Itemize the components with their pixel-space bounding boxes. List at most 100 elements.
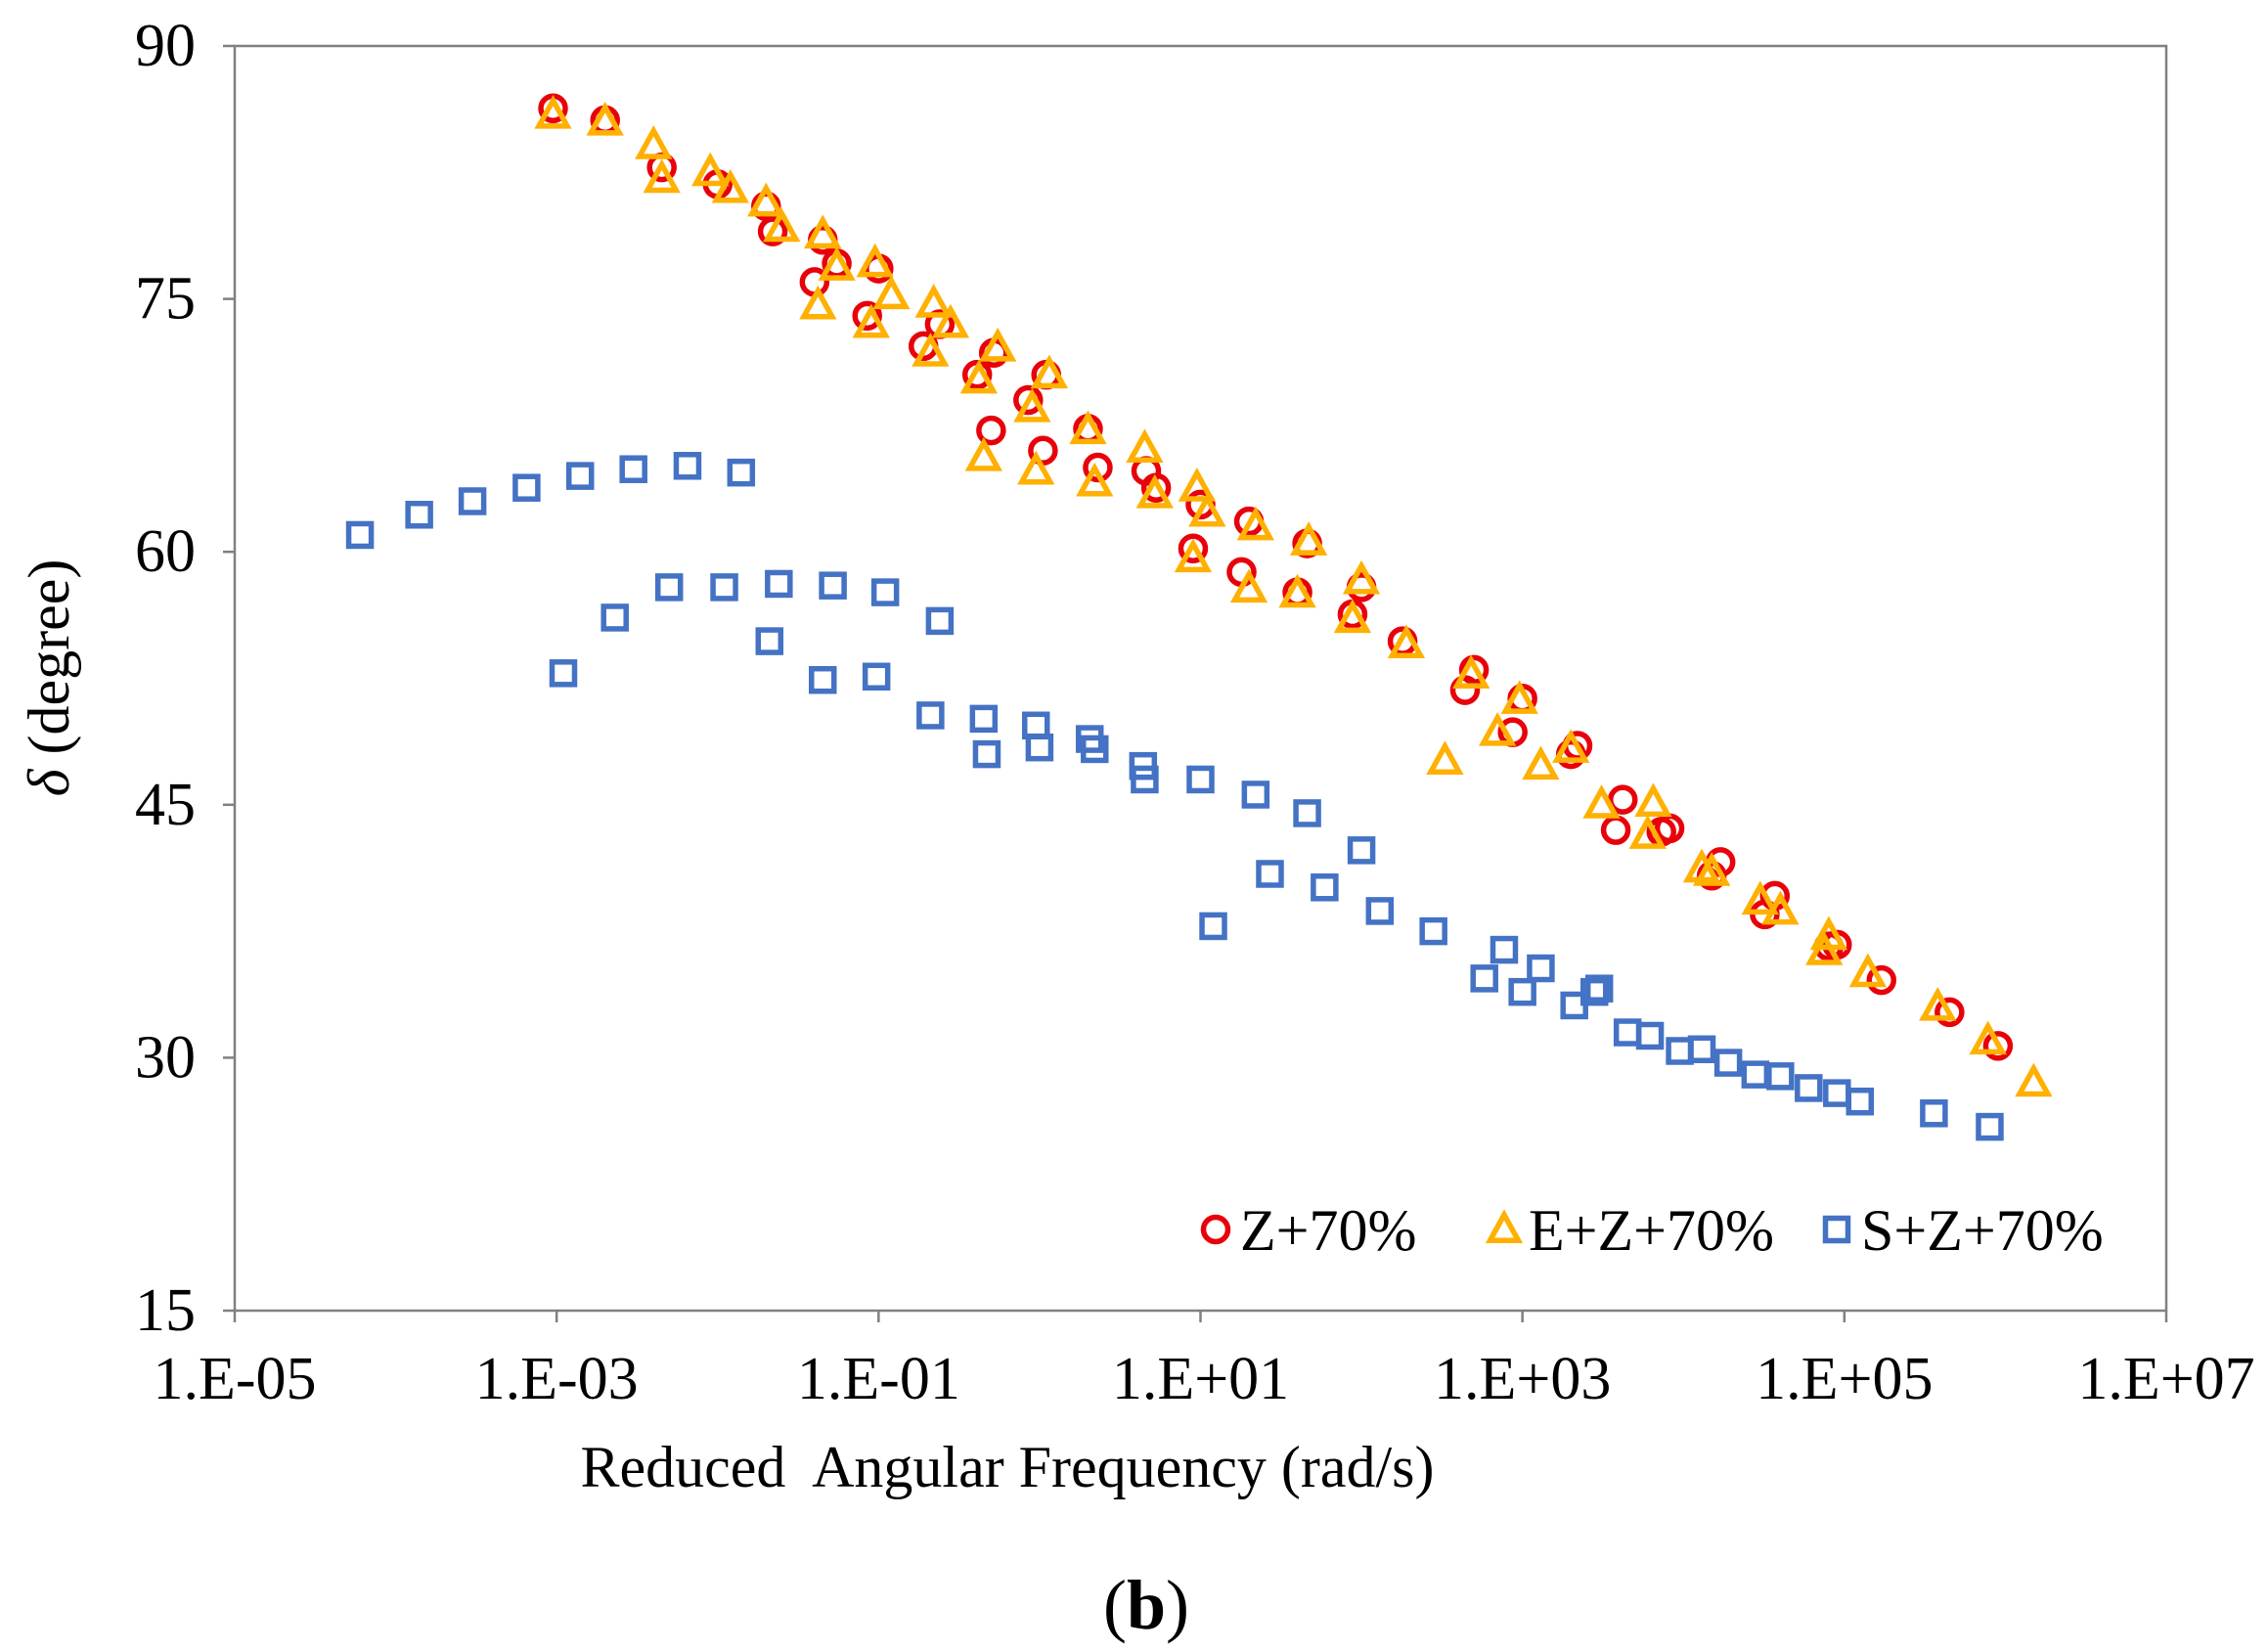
- data-point-square: [1311, 873, 1339, 902]
- y-tick-label: 90: [135, 13, 196, 79]
- y-axis-title: δ (degree): [17, 559, 81, 797]
- y-tick-label: 60: [135, 518, 196, 585]
- data-point-square: [809, 665, 837, 694]
- data-point-square: [1976, 1112, 2004, 1141]
- data-point-square: [1527, 954, 1555, 983]
- panel-label-letter: b: [1127, 1566, 1166, 1644]
- legend-label: S+Z+70%: [1861, 1198, 2104, 1263]
- y-axis-title-text: (degree): [17, 559, 81, 770]
- data-point-triangle: [1809, 915, 1848, 951]
- data-point-square: [1025, 733, 1054, 762]
- legend-circle-marker: [1200, 1214, 1231, 1245]
- data-point-triangle: [1178, 468, 1216, 502]
- data-point-square: [1766, 1062, 1795, 1091]
- data-point-square: [565, 462, 595, 490]
- series-triangle-group: [534, 94, 2053, 1097]
- data-point-square: [925, 606, 955, 636]
- data-point-circle: [1982, 1031, 2014, 1061]
- data-point-triangle: [1500, 680, 1538, 714]
- data-point-triangle: [1552, 729, 1590, 763]
- data-point-triangle: [1069, 410, 1107, 445]
- series-square-group: [345, 452, 2004, 1141]
- legend: Z+70% E+Z+70% S+Z+70%: [1200, 1198, 2104, 1263]
- data-point-triangle: [1741, 880, 1779, 915]
- data-point-triangle: [1582, 784, 1621, 819]
- data-point-triangle: [804, 214, 842, 249]
- data-point-triangle: [534, 94, 572, 129]
- data-point-triangle: [852, 303, 890, 338]
- data-point-circle: [1028, 435, 1058, 467]
- data-point-circle: [976, 415, 1006, 446]
- data-point-square: [1490, 935, 1519, 964]
- data-marks: [345, 93, 2053, 1141]
- data-point-square: [345, 520, 375, 550]
- data-point-triangle: [691, 152, 730, 187]
- x-axis-ticks: 1.E-05 1.E-03 1.E-01 1.E+01 1.E+03 1.E+05 1.E+…: [153, 1311, 2255, 1412]
- data-point-circle: [1178, 533, 1209, 564]
- legend-label: Z+70%: [1240, 1198, 1416, 1263]
- data-point-square: [1293, 799, 1321, 827]
- data-point-square: [819, 571, 847, 600]
- data-point-triangle: [1628, 815, 1667, 849]
- data-point-square: [1613, 1018, 1642, 1047]
- data-point-square: [1256, 860, 1284, 888]
- panel-label: (b): [1103, 1566, 1189, 1644]
- data-point-square: [1846, 1087, 1875, 1116]
- data-point-square: [1713, 1049, 1743, 1077]
- data-point-triangle: [872, 275, 911, 310]
- data-point-triangle: [1761, 890, 1800, 925]
- data-point-square: [1584, 974, 1614, 1003]
- data-point-square: [1241, 781, 1270, 809]
- panel-label-open: (: [1103, 1566, 1127, 1644]
- x-tick-label: 1.E-01: [797, 1346, 960, 1412]
- data-point-square: [1580, 977, 1609, 1006]
- data-point-triangle: [747, 182, 785, 217]
- data-point-square: [862, 662, 891, 692]
- data-point-triangle: [711, 168, 749, 203]
- data-point-triangle: [1634, 782, 1672, 818]
- x-tick-label: 1.E-05: [153, 1346, 316, 1412]
- data-point-triangle: [931, 303, 970, 338]
- data-point-triangle: [1848, 953, 1888, 988]
- x-tick-label: 1.E+05: [1756, 1346, 1933, 1412]
- data-point-square: [1347, 836, 1376, 865]
- data-point-triangle: [1693, 852, 1731, 886]
- data-point-square: [755, 627, 784, 655]
- x-tick-label: 1.E+07: [2077, 1346, 2254, 1412]
- data-point-square: [1199, 912, 1227, 941]
- data-point-triangle: [1342, 559, 1381, 595]
- data-point-square: [1419, 916, 1447, 946]
- data-point-triangle: [1289, 521, 1328, 556]
- data-point-square: [870, 578, 900, 606]
- data-point-circle: [1083, 452, 1113, 483]
- data-point-triangle: [1919, 986, 1957, 1021]
- data-point-triangle: [1236, 506, 1275, 541]
- data-point-square: [512, 473, 541, 502]
- panel-label-close: ): [1166, 1566, 1189, 1644]
- data-point-triangle: [818, 246, 856, 281]
- y-axis-ticks: 15 30 45 60 75 90: [135, 13, 235, 1344]
- data-point-circle: [1607, 784, 1638, 815]
- data-point-triangle: [1135, 473, 1174, 509]
- data-point-triangle: [1013, 387, 1051, 423]
- y-tick-label: 30: [135, 1024, 196, 1091]
- data-point-triangle: [912, 333, 950, 367]
- data-point-square: [1687, 1035, 1716, 1064]
- data-point-triangle: [1452, 654, 1490, 690]
- data-point-triangle: [914, 284, 953, 318]
- data-point-triangle: [856, 243, 894, 278]
- x-axis-title: Reduced Angular Frequency (rad/s): [580, 1435, 1434, 1499]
- data-point-circle: [757, 216, 788, 246]
- legend-triangle-marker: [1485, 1209, 1524, 1243]
- data-point-triangle: [1522, 745, 1560, 781]
- data-point-square: [969, 704, 999, 734]
- data-point-square: [710, 573, 738, 602]
- plot-area-frame: [233, 44, 2168, 1313]
- data-point-circle: [1140, 472, 1172, 503]
- data-point-triangle: [964, 436, 1003, 471]
- data-point-square: [1666, 1037, 1694, 1065]
- y-tick-label: 75: [135, 266, 196, 333]
- legend-label: E+Z+70%: [1529, 1198, 1774, 1263]
- data-point-square: [1823, 1079, 1851, 1107]
